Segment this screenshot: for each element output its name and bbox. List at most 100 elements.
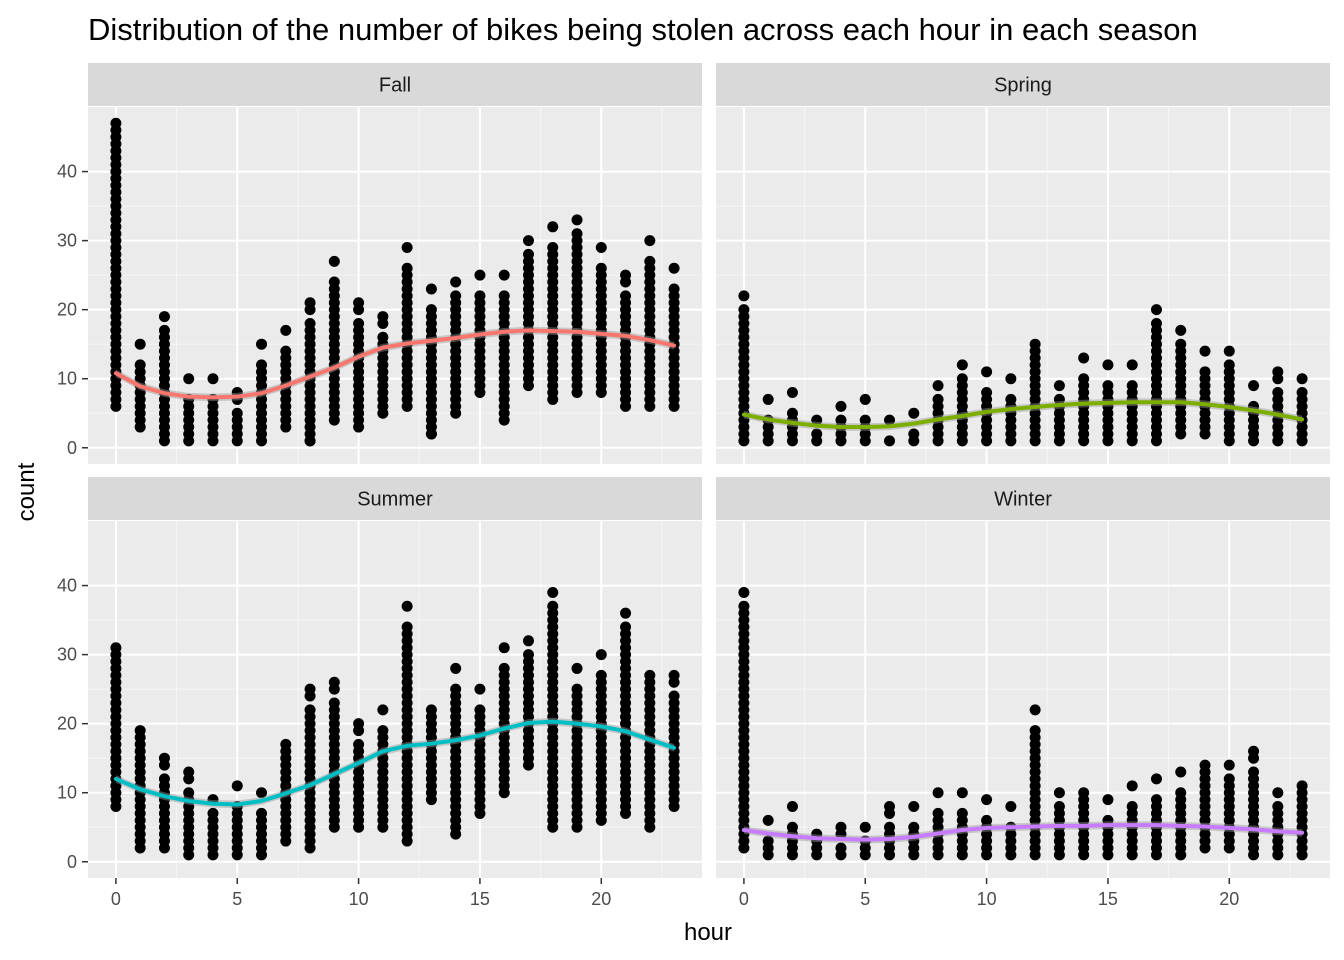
data-point (1175, 338, 1187, 350)
data-point (1296, 780, 1308, 792)
data-point (932, 380, 944, 392)
data-point (328, 276, 340, 288)
data-point (183, 766, 195, 778)
data-point (425, 428, 437, 440)
data-point (474, 269, 486, 281)
data-point (811, 428, 823, 440)
data-point (353, 738, 365, 750)
data-point (1175, 787, 1187, 799)
data-point (1296, 387, 1308, 399)
data-point (353, 297, 365, 309)
data-point (1102, 794, 1114, 806)
x-tick-label: 10 (977, 889, 997, 909)
data-point (353, 317, 365, 329)
data-point (1199, 759, 1211, 771)
y-tick-label: 0 (67, 438, 77, 458)
data-point (620, 621, 632, 633)
data-point (207, 807, 219, 819)
data-point (256, 807, 268, 819)
y-tick-label: 0 (67, 852, 77, 872)
data-point (884, 414, 896, 426)
data-point (522, 248, 534, 260)
y-tick-label: 10 (57, 369, 77, 389)
data-point (1126, 359, 1138, 371)
data-point (377, 311, 389, 323)
data-point (1248, 766, 1260, 778)
data-point (1078, 373, 1090, 385)
data-point (1223, 345, 1235, 357)
data-point (786, 801, 798, 813)
data-point (522, 635, 534, 647)
panel-background-fall (88, 107, 702, 464)
data-point (668, 283, 680, 295)
data-point (522, 235, 534, 247)
facet-fall: Fall 0 10 20 30 40 (57, 63, 702, 464)
smooth-line-spring (741, 400, 1305, 430)
data-point (1175, 324, 1187, 336)
data-point (450, 276, 462, 288)
data-point (668, 690, 680, 702)
data-point (377, 331, 389, 343)
data-point (256, 338, 268, 350)
data-point (1296, 373, 1308, 385)
data-point (1248, 745, 1260, 757)
data-point (620, 290, 632, 302)
data-point (620, 607, 632, 619)
data-point (762, 835, 774, 847)
data-point (1005, 373, 1017, 385)
data-point (498, 290, 510, 302)
data-point (425, 704, 437, 716)
data-point (280, 738, 292, 750)
data-point (547, 242, 559, 254)
facet-strip-label-spring: Spring (994, 75, 1052, 97)
data-point (547, 600, 559, 612)
data-point (1223, 359, 1235, 371)
data-point (183, 373, 195, 385)
facet-strip-spring (716, 63, 1330, 106)
smooth-line-summer (113, 719, 677, 807)
data-point (981, 366, 993, 378)
data-point (110, 642, 122, 654)
data-point (304, 683, 316, 695)
data-point (401, 262, 413, 274)
facet-strip-fall (88, 63, 702, 106)
data-point (859, 821, 871, 833)
data-point (956, 807, 968, 819)
data-point (328, 255, 340, 267)
data-point (1272, 366, 1284, 378)
data-point (280, 345, 292, 357)
data-point (158, 311, 170, 323)
data-point (1272, 387, 1284, 399)
data-point (835, 414, 847, 426)
data-point (1175, 766, 1187, 778)
data-point (474, 683, 486, 695)
data-point (786, 821, 798, 833)
data-point (1150, 304, 1162, 316)
data-point (738, 600, 750, 612)
data-point (1029, 338, 1041, 350)
data-point (908, 821, 920, 833)
facet-strip-label-fall: Fall (379, 75, 411, 97)
data-point (450, 290, 462, 302)
data-point (1029, 725, 1041, 737)
data-point (571, 214, 583, 226)
data-point (1248, 380, 1260, 392)
data-point (450, 683, 462, 695)
data-point (1199, 366, 1211, 378)
data-point (1078, 352, 1090, 364)
data-point (1150, 773, 1162, 785)
data-point (571, 228, 583, 240)
data-point (134, 338, 146, 350)
data-point (595, 649, 607, 661)
data-point (644, 669, 656, 681)
data-point (498, 642, 510, 654)
data-point (1078, 787, 1090, 799)
data-point (280, 324, 292, 336)
y-tick-label: 40 (57, 162, 77, 182)
points-winter (738, 586, 1308, 861)
data-point (304, 297, 316, 309)
data-point (1272, 787, 1284, 799)
data-point (1150, 794, 1162, 806)
data-point (1102, 380, 1114, 392)
data-point (859, 393, 871, 405)
